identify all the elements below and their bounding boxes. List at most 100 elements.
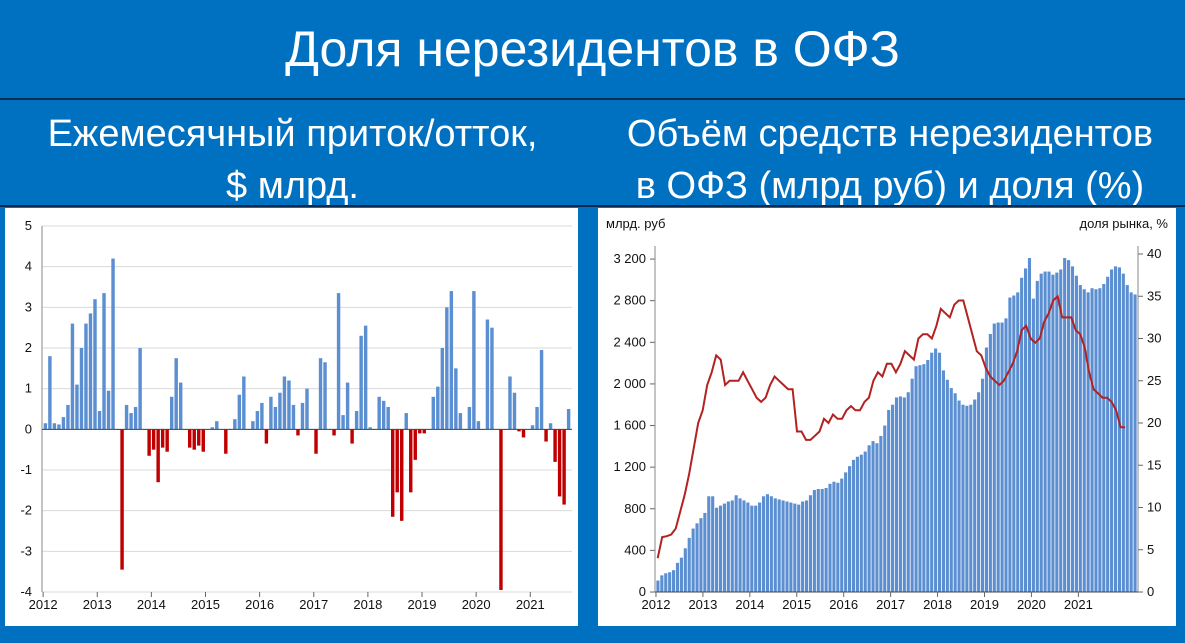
bar [512, 392, 517, 430]
bar [722, 503, 726, 592]
bar [945, 379, 949, 592]
bar [797, 504, 801, 592]
bar [517, 429, 521, 432]
y-left-tick-label: 2 400 [613, 334, 646, 349]
y-left-tick-label: 3 200 [613, 251, 646, 266]
y-left-tick-label: 2 800 [613, 293, 646, 308]
bar [305, 388, 309, 430]
bar [691, 528, 695, 592]
y-tick-label: -2 [20, 503, 32, 518]
bar [566, 409, 571, 430]
bar [88, 313, 93, 430]
bar [485, 319, 490, 430]
bar [734, 495, 738, 592]
left-subtitle: Ежемесячный приток/отток, $ млрд. [0, 108, 585, 212]
bar [1082, 289, 1086, 592]
right-subtitle: Объём средств нерезидентов в ОФЗ (млрд р… [595, 108, 1185, 212]
bar [1129, 292, 1133, 592]
bar [431, 396, 436, 430]
bar [1059, 269, 1063, 592]
bar [52, 423, 57, 430]
bar [106, 390, 111, 430]
x-tick-label: 2012 [642, 597, 671, 612]
bar [215, 421, 219, 430]
bar [1008, 297, 1012, 592]
bar [400, 429, 404, 521]
x-tick-label: 2019 [408, 597, 437, 612]
bar [269, 396, 273, 430]
bar [871, 441, 875, 592]
bar [197, 429, 201, 446]
bar [820, 488, 824, 592]
bar [490, 327, 494, 430]
bar [359, 335, 363, 430]
bar [521, 429, 526, 438]
bar [102, 293, 106, 430]
bar [844, 472, 848, 592]
bar [75, 384, 79, 430]
bar [875, 443, 879, 592]
bar [1004, 318, 1008, 592]
bar [70, 323, 75, 430]
x-tick-label: 2020 [1017, 597, 1046, 612]
bar [824, 487, 828, 592]
bar [57, 424, 61, 430]
bar [804, 500, 809, 592]
bar [922, 364, 926, 592]
x-tick-label: 2021 [1064, 597, 1093, 612]
bar [1113, 266, 1118, 592]
x-tick-label: 2018 [923, 597, 952, 612]
y-tick-label: -3 [20, 543, 32, 558]
bar [548, 423, 553, 430]
bar [746, 502, 750, 592]
bar [1117, 267, 1121, 592]
bar [287, 380, 291, 430]
x-tick-label: 2013 [83, 597, 112, 612]
bar [808, 495, 813, 592]
bar [404, 413, 408, 430]
bar [418, 429, 422, 434]
bar [282, 376, 287, 430]
bar [169, 396, 174, 430]
bar [668, 572, 672, 592]
bar [48, 356, 52, 430]
bar [961, 404, 965, 592]
bar [1070, 266, 1075, 592]
bar [988, 333, 992, 592]
bar [934, 348, 938, 592]
bar [174, 358, 178, 430]
bar [467, 406, 472, 430]
y-right-tick-label: 0 [1147, 584, 1154, 599]
bar [440, 348, 445, 430]
bar [1027, 258, 1032, 592]
bar [472, 291, 476, 430]
bar [386, 406, 390, 430]
page-title: Доля нерезидентов в ОФЗ [285, 21, 900, 77]
bar [445, 307, 449, 430]
y-tick-label: 1 [25, 381, 32, 396]
bar [1090, 288, 1094, 592]
bar [341, 415, 345, 430]
bar [695, 523, 699, 592]
bar [777, 499, 781, 592]
y-right-tick-label: 10 [1147, 500, 1161, 515]
bar [1106, 276, 1110, 592]
y-left-tick-label: 1 200 [613, 459, 646, 474]
bar [111, 258, 115, 430]
bar [977, 392, 981, 592]
bar [499, 429, 503, 590]
bar [1121, 273, 1125, 592]
bar [201, 429, 205, 452]
bar [656, 580, 660, 592]
bar [363, 325, 368, 430]
x-tick-label: 2015 [191, 597, 220, 612]
y-right-tick-label: 20 [1147, 415, 1161, 430]
y-tick-label: -4 [20, 584, 32, 599]
y-right-tick-label: 25 [1147, 373, 1161, 388]
bar [816, 488, 820, 592]
right-subtitle-line-2: в ОФЗ (млрд руб) и доля (%) [635, 165, 1145, 207]
bar [1098, 288, 1102, 592]
bar [1102, 284, 1106, 592]
bar [953, 393, 957, 592]
y-left-axis-label: млрд. руб [606, 216, 665, 231]
